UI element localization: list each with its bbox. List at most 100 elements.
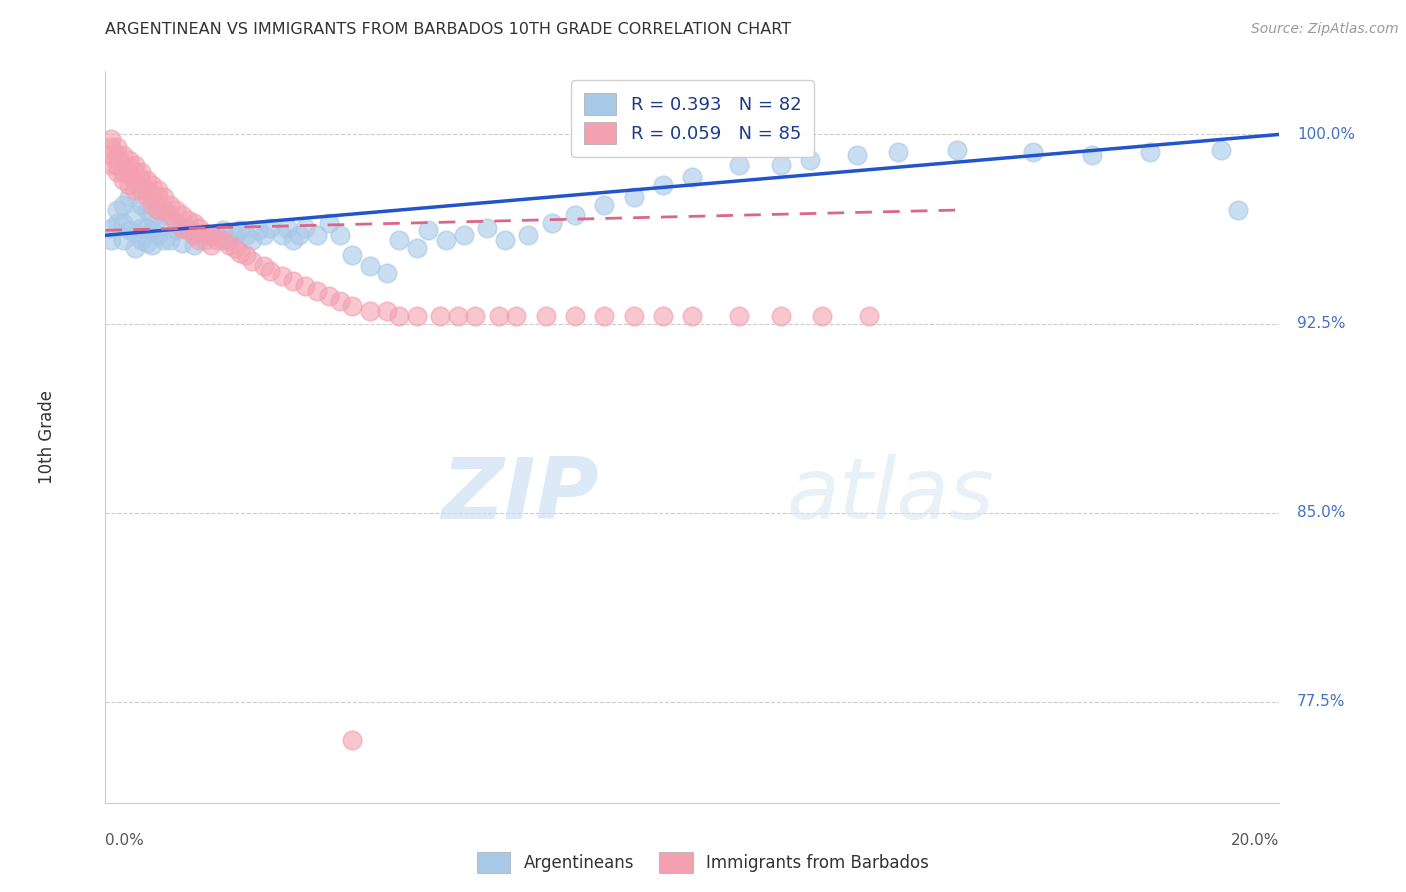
Point: [318, 289, 340, 303]
Point: [200, 228, 222, 243]
Point: [170, 235, 193, 250]
Point: [141, 223, 163, 237]
Point: [176, 213, 198, 227]
Point: [170, 220, 193, 235]
Point: [118, 168, 141, 182]
Point: [141, 178, 163, 192]
Point: [118, 160, 141, 174]
Point: [517, 228, 540, 243]
Point: [124, 173, 146, 187]
Point: [253, 228, 276, 243]
Point: [100, 132, 122, 146]
Point: [505, 309, 527, 323]
Text: 85.0%: 85.0%: [1298, 505, 1346, 520]
Point: [1080, 147, 1102, 161]
Point: [593, 198, 616, 212]
Point: [270, 268, 292, 283]
Point: [235, 228, 257, 243]
Point: [564, 309, 586, 323]
Point: [453, 228, 475, 243]
Text: 100.0%: 100.0%: [1298, 127, 1355, 142]
Point: [446, 309, 468, 323]
Point: [159, 213, 181, 227]
Point: [388, 233, 411, 247]
Point: [148, 203, 170, 218]
Point: [429, 309, 451, 323]
Point: [124, 183, 146, 197]
Point: [405, 241, 427, 255]
Point: [100, 233, 122, 247]
Point: [218, 233, 240, 247]
Text: 0.0%: 0.0%: [105, 833, 145, 848]
Point: [294, 278, 316, 293]
Point: [112, 165, 135, 179]
Point: [388, 309, 411, 323]
Point: [1227, 203, 1250, 218]
Point: [288, 228, 311, 243]
Point: [188, 228, 211, 243]
Point: [810, 309, 832, 323]
Point: [124, 226, 146, 240]
Text: 77.5%: 77.5%: [1298, 694, 1346, 709]
Point: [211, 223, 233, 237]
Point: [205, 228, 228, 243]
Point: [188, 220, 211, 235]
Point: [153, 190, 176, 204]
Point: [318, 216, 340, 230]
Point: [176, 223, 198, 237]
Point: [141, 238, 163, 252]
Point: [124, 208, 146, 222]
Point: [105, 203, 128, 218]
Point: [141, 211, 163, 225]
Point: [183, 216, 205, 230]
Point: [1139, 145, 1161, 159]
Point: [235, 248, 257, 262]
Point: [1022, 145, 1045, 159]
Point: [229, 223, 252, 237]
Point: [112, 216, 135, 230]
Point: [259, 263, 281, 277]
Point: [112, 233, 135, 247]
Point: [129, 198, 152, 212]
Point: [170, 208, 193, 222]
Point: [240, 253, 263, 268]
Point: [475, 220, 498, 235]
Point: [329, 293, 352, 308]
Point: [176, 223, 198, 237]
Point: [165, 203, 187, 218]
Point: [148, 203, 170, 218]
Point: [124, 165, 146, 179]
Point: [276, 220, 298, 235]
Point: [305, 228, 328, 243]
Point: [218, 238, 240, 252]
Point: [112, 147, 135, 161]
Point: [769, 158, 792, 172]
Point: [224, 228, 246, 243]
Point: [135, 220, 157, 235]
Point: [623, 309, 645, 323]
Point: [728, 158, 751, 172]
Point: [375, 304, 398, 318]
Point: [105, 216, 128, 230]
Legend: R = 0.393   N = 82, R = 0.059   N = 85: R = 0.393 N = 82, R = 0.059 N = 85: [571, 80, 814, 157]
Point: [183, 238, 205, 252]
Text: Source: ZipAtlas.com: Source: ZipAtlas.com: [1251, 22, 1399, 37]
Point: [200, 228, 222, 243]
Point: [112, 173, 135, 187]
Point: [188, 233, 211, 247]
Point: [887, 145, 910, 159]
Point: [224, 241, 246, 255]
Point: [494, 233, 516, 247]
Point: [270, 228, 292, 243]
Point: [112, 198, 135, 212]
Point: [124, 158, 146, 172]
Point: [135, 173, 157, 187]
Point: [259, 220, 281, 235]
Point: [359, 304, 381, 318]
Point: [165, 216, 187, 230]
Point: [375, 266, 398, 280]
Point: [623, 190, 645, 204]
Point: [100, 147, 122, 161]
Text: 92.5%: 92.5%: [1298, 316, 1346, 331]
Text: ZIP: ZIP: [441, 454, 599, 537]
